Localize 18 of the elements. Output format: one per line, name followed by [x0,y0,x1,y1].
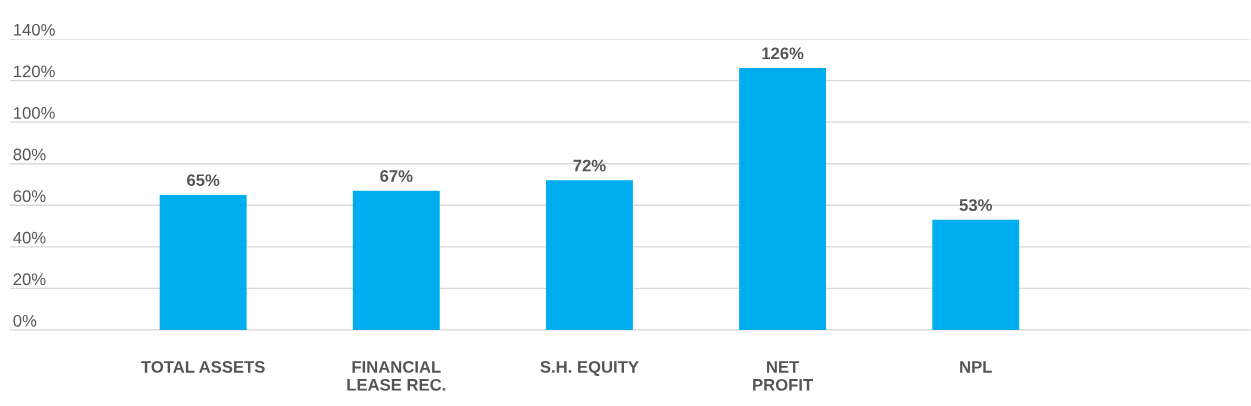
data-label: 126% [762,47,804,60]
x-tick-label: NET PROFIT [753,361,813,391]
y-tick-label: 140% [14,23,55,36]
y-tick-label: 0% [13,314,37,327]
data-label: 65% [187,174,220,187]
x-tick-label: NPL [960,361,992,373]
y-tick-label: 100% [14,107,55,119]
data-label: 67% [380,170,413,182]
y-tick-label: 120% [14,65,55,78]
x-tick-label: S.H. EQUITY [540,361,639,376]
y-tick-label: 40% [13,231,46,244]
y-tick-label: 20% [13,273,46,286]
data-label: 72% [573,159,606,172]
y-tick-label: 60% [13,190,46,202]
data-label: 53% [959,199,992,212]
x-tick-label: FINANCIAL LEASE REC. [347,361,446,391]
y-tick-label: 80% [13,148,46,161]
x-tick-label: TOTAL ASSETS [141,361,265,373]
